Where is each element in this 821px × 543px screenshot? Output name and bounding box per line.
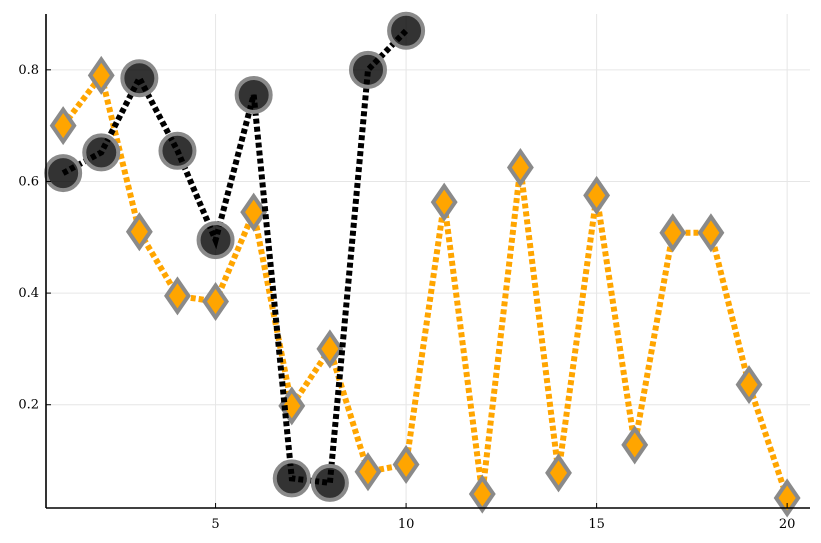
x-tick-label: 20 — [779, 517, 796, 532]
data-point — [49, 106, 77, 146]
y-tick-label: 0.8 — [18, 63, 39, 78]
series-line — [61, 28, 409, 487]
data-point — [87, 55, 115, 95]
data-point — [202, 281, 229, 321]
data-point — [545, 453, 572, 493]
data-point — [316, 329, 344, 369]
data-point — [310, 463, 349, 502]
y-gridlines — [46, 69, 810, 406]
data-point — [773, 478, 801, 518]
series-layer — [44, 11, 801, 518]
x-tick-label: 15 — [588, 517, 605, 532]
data-point — [272, 459, 311, 498]
data-point — [125, 212, 153, 252]
series-2 — [44, 11, 426, 502]
data-point — [234, 75, 273, 114]
data-point — [387, 11, 426, 50]
x-tick-label: 10 — [398, 517, 415, 532]
data-point — [468, 474, 496, 514]
y-tick-label: 0.6 — [18, 174, 39, 189]
data-point — [392, 444, 420, 484]
x-tick-label: 5 — [211, 517, 219, 532]
data-point — [82, 133, 121, 172]
data-point — [44, 154, 83, 193]
data-point — [240, 192, 268, 232]
y-tick-labels: 0.2 0.4 0.6 0.8 — [18, 63, 51, 413]
data-point — [506, 147, 534, 188]
data-point — [158, 131, 197, 170]
x-gridlines — [215, 14, 788, 508]
data-point — [348, 50, 387, 89]
data-point — [659, 213, 687, 253]
x-tick-labels: 5 10 15 20 — [211, 503, 795, 532]
series-1 — [49, 55, 801, 518]
y-tick-label: 0.4 — [18, 286, 39, 301]
data-point — [697, 213, 725, 253]
data-point — [430, 182, 458, 222]
data-point — [196, 221, 235, 260]
data-point — [621, 425, 649, 465]
data-point — [164, 276, 191, 316]
y-tick-label: 0.2 — [18, 398, 39, 413]
data-point — [735, 365, 763, 405]
data-point — [583, 175, 611, 215]
data-point — [354, 452, 382, 492]
data-point — [120, 59, 159, 98]
